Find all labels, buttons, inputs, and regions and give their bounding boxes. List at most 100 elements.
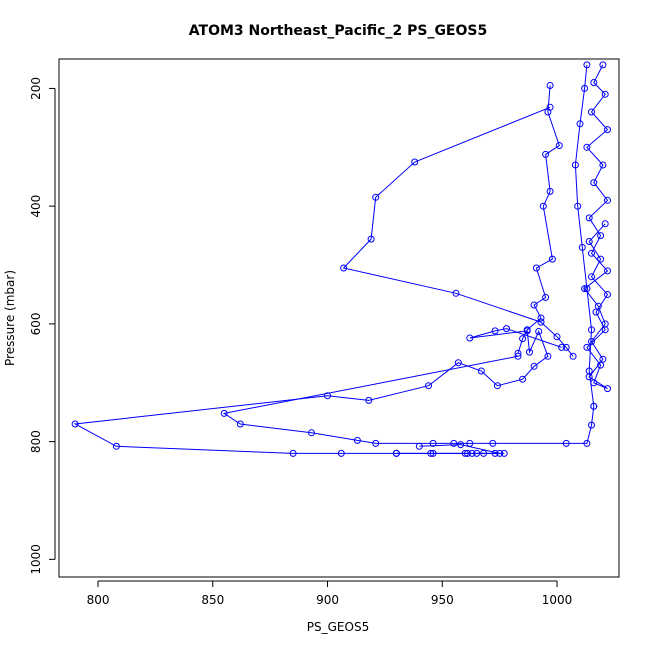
data-point — [571, 161, 579, 169]
data-point — [588, 421, 595, 429]
data-point — [392, 449, 400, 457]
data-point — [542, 150, 550, 158]
plot-area — [58, 58, 620, 578]
data-point — [599, 61, 607, 69]
series-layer — [71, 61, 611, 457]
data-point — [367, 235, 375, 243]
data-point — [574, 202, 582, 210]
data-point — [546, 103, 554, 111]
data-point — [71, 420, 79, 428]
series-line-6 — [396, 444, 500, 454]
data-point — [555, 142, 563, 149]
data-point — [562, 439, 570, 447]
data-point — [514, 352, 522, 360]
data-point — [599, 355, 607, 363]
data-point — [553, 333, 561, 341]
series-line-3 — [342, 106, 574, 357]
data-point — [583, 285, 591, 293]
data-point — [530, 362, 538, 370]
data-point — [372, 439, 380, 447]
data-point — [576, 120, 584, 128]
data-point — [590, 179, 598, 187]
data-point — [588, 273, 595, 281]
data-point — [548, 255, 556, 263]
data-point — [427, 449, 435, 457]
data-point — [537, 318, 545, 326]
data-point — [532, 264, 540, 272]
data-point — [569, 352, 577, 360]
data-point — [588, 108, 595, 116]
x-axis: 800 850 900 950 1000 — [87, 580, 572, 607]
data-point — [477, 367, 485, 375]
data-point — [112, 442, 120, 450]
data-point — [429, 439, 437, 447]
data-point — [519, 375, 527, 383]
data-point — [530, 301, 538, 309]
data-point — [473, 449, 481, 457]
data-point — [526, 348, 533, 356]
data-point — [452, 289, 460, 297]
data-point — [581, 84, 589, 92]
chart-title: ATOM3 Northeast_Pacific_2 PS_GEOS5 — [189, 23, 487, 39]
data-point — [601, 90, 609, 98]
data-point — [583, 61, 591, 69]
data-point — [289, 449, 297, 457]
y-tick-label: 400 — [29, 195, 43, 218]
data-point — [503, 325, 510, 333]
x-tick-label: 850 — [201, 593, 224, 607]
data-point — [544, 352, 552, 360]
data-point — [578, 243, 586, 251]
data-point — [493, 382, 501, 390]
data-point — [581, 285, 589, 293]
data-point — [539, 202, 547, 210]
data-point — [546, 82, 554, 89]
data-point — [604, 385, 611, 393]
data-point — [489, 439, 497, 447]
plot-frame — [58, 58, 620, 578]
data-point — [592, 308, 600, 316]
y-tick-label: 800 — [29, 430, 43, 453]
data-point — [597, 255, 605, 263]
data-point — [588, 249, 595, 257]
data-point — [537, 314, 545, 322]
data-point — [236, 420, 244, 428]
data-point — [324, 392, 331, 400]
data-point — [496, 449, 504, 457]
data-point — [454, 359, 462, 367]
series-line-4 — [73, 328, 562, 454]
data-point — [585, 367, 593, 375]
data-point — [601, 220, 609, 228]
data-point — [583, 143, 591, 151]
data-point — [546, 187, 554, 195]
data-point — [590, 79, 598, 86]
data-point — [500, 449, 508, 457]
data-point — [601, 326, 609, 334]
data-point — [308, 429, 315, 437]
x-tick-label: 950 — [431, 593, 454, 607]
data-point — [425, 382, 432, 390]
data-point — [599, 161, 607, 169]
data-point — [604, 196, 611, 204]
data-point — [464, 449, 471, 457]
data-point — [604, 126, 611, 134]
data-point — [450, 439, 458, 447]
data-point — [461, 449, 469, 457]
data-point — [491, 327, 499, 335]
y-axis: 200 400 600 800 1000 — [29, 77, 56, 575]
data-point — [372, 193, 380, 201]
y-tick-label: 1000 — [29, 544, 43, 575]
data-point — [594, 302, 602, 310]
data-point — [542, 293, 550, 301]
data-point — [558, 343, 566, 351]
x-tick-label: 800 — [87, 593, 110, 607]
data-point — [411, 158, 419, 166]
data-point — [340, 264, 348, 272]
x-tick-label: 900 — [316, 593, 339, 607]
series-line-1 — [517, 85, 560, 354]
data-point — [588, 326, 595, 334]
data-point — [466, 334, 474, 342]
y-tick-label: 600 — [29, 312, 43, 335]
data-point — [597, 361, 605, 369]
data-point — [365, 396, 373, 404]
